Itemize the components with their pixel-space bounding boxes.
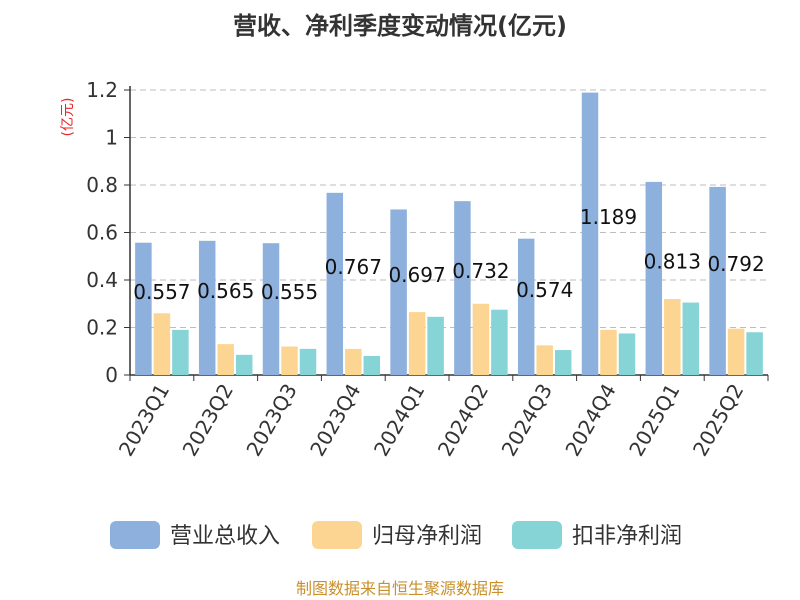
data-label: 0.565 xyxy=(197,279,254,303)
bar-deducted-net-profit xyxy=(491,309,508,375)
data-labels-layer: 0.557 0.565 0.555 0.767 0.697 0.732 0.574 1.189… xyxy=(133,205,764,304)
data-label: 0.732 xyxy=(452,259,509,283)
x-tick-label: 2023Q2 xyxy=(178,380,238,461)
data-label: 0.555 xyxy=(261,280,318,304)
data-label: 0.557 xyxy=(133,280,190,304)
x-tick-label: 2023Q1 xyxy=(114,380,174,461)
bar-net-profit xyxy=(664,299,681,375)
data-label: 0.574 xyxy=(516,278,573,302)
bar-net-profit xyxy=(345,348,362,375)
y-axis-label: (亿元) xyxy=(60,98,76,137)
data-label: 0.813 xyxy=(644,249,701,273)
x-tick-label: 2023Q4 xyxy=(305,380,365,461)
y-tick-label: 0.8 xyxy=(86,173,118,197)
legend-swatch xyxy=(512,521,562,549)
bar-revenue xyxy=(645,181,663,375)
bar-revenue xyxy=(198,240,216,375)
bar-revenue xyxy=(581,92,599,376)
bar-deducted-net-profit xyxy=(172,329,189,375)
bar-net-profit xyxy=(153,313,171,375)
x-tick-label: 2024Q3 xyxy=(497,380,557,461)
bar-revenue xyxy=(709,186,726,375)
bar-revenue xyxy=(262,243,280,375)
bars-layer xyxy=(135,92,763,376)
legend-swatch xyxy=(312,521,362,549)
y-tick-label: 0 xyxy=(105,363,118,387)
x-tick-label: 2024Q1 xyxy=(369,380,429,461)
bar-net-profit xyxy=(408,312,426,375)
y-tick-label: 0.4 xyxy=(86,268,118,292)
bar-deducted-net-profit xyxy=(554,350,572,375)
legend-label: 归母净利润 xyxy=(372,524,482,549)
legend-swatch xyxy=(110,521,160,549)
bar-deducted-net-profit xyxy=(682,302,700,375)
y-tick-label: 1.2 xyxy=(86,78,118,102)
legend: 营业总收入 归母净利润 扣非净利润 xyxy=(110,521,682,549)
y-tick-label: 0.6 xyxy=(86,221,118,245)
legend-label: 扣非净利润 xyxy=(572,524,682,549)
data-label: 1.189 xyxy=(580,205,637,229)
bar-deducted-net-profit xyxy=(427,316,444,375)
legend-label: 营业总收入 xyxy=(170,524,280,549)
bar-net-profit xyxy=(600,329,617,375)
y-tick-label: 0.2 xyxy=(86,316,118,340)
bar-net-profit xyxy=(472,303,490,375)
bar-revenue xyxy=(517,238,535,375)
bar-revenue xyxy=(135,242,152,375)
x-tick-label: 2023Q3 xyxy=(241,380,301,461)
bar-net-profit xyxy=(217,344,234,375)
x-tick-label: 2024Q4 xyxy=(560,380,620,461)
data-label: 0.767 xyxy=(325,255,382,279)
bar-revenue xyxy=(390,209,407,375)
bar-revenue xyxy=(454,201,471,375)
data-label: 0.792 xyxy=(707,252,764,276)
bar-deducted-net-profit xyxy=(299,348,317,375)
bar-deducted-net-profit xyxy=(363,356,381,375)
x-tick-label: 2024Q2 xyxy=(433,380,493,461)
bar-deducted-net-profit xyxy=(746,332,763,375)
bar-revenue xyxy=(326,192,344,375)
x-tick-label: 2025Q2 xyxy=(688,380,748,461)
data-label: 0.697 xyxy=(388,263,445,287)
x-tick-label: 2025Q1 xyxy=(624,380,684,461)
y-tick-label: 1 xyxy=(105,126,118,150)
bar-net-profit xyxy=(281,346,298,375)
bar-deducted-net-profit xyxy=(618,333,636,375)
bar-deducted-net-profit xyxy=(235,354,253,375)
bar-net-profit xyxy=(727,328,745,375)
source-footer: 制图数据来自恒生聚源数据库 xyxy=(296,579,504,598)
chart-title: 营收、净利季度变动情况(亿元) xyxy=(233,12,567,40)
bar-net-profit xyxy=(536,345,553,375)
